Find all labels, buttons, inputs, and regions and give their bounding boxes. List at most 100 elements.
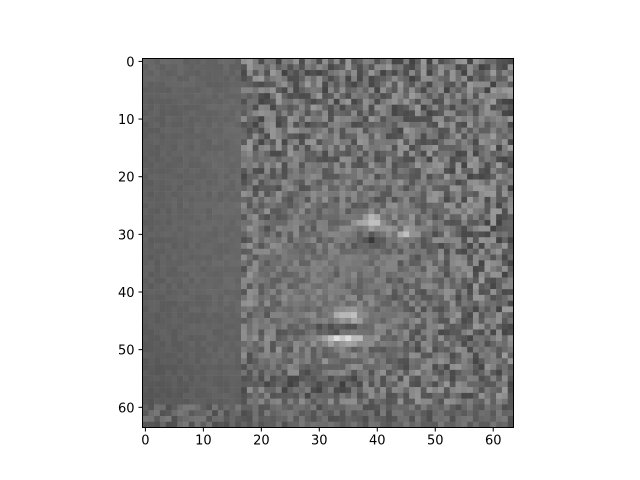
image-pixel [351, 289, 358, 296]
image-pixel [299, 202, 306, 209]
image-pixel [438, 294, 445, 301]
image-pixel [467, 116, 474, 123]
image-pixel [385, 58, 393, 65]
image-pixel [478, 214, 485, 221]
image-pixel [385, 156, 393, 163]
image-pixel [443, 225, 450, 232]
image-pixel [443, 289, 450, 296]
image-pixel [171, 283, 178, 290]
image-pixel [165, 214, 172, 221]
image-pixel [275, 87, 282, 94]
image-pixel [455, 248, 462, 255]
image-pixel [246, 110, 253, 117]
image-pixel [409, 116, 416, 123]
image-pixel [356, 219, 364, 226]
image-pixel [200, 341, 207, 348]
image-pixel [432, 410, 439, 417]
image-pixel [177, 387, 184, 394]
image-pixel [299, 289, 306, 296]
image-pixel [154, 283, 161, 290]
image-pixel [258, 381, 265, 388]
image-pixel [229, 150, 236, 157]
image-pixel [328, 121, 335, 128]
image-pixel [432, 133, 439, 140]
image-pixel [385, 317, 393, 324]
image-pixel [206, 266, 213, 273]
image-pixel [154, 191, 161, 198]
image-pixel [142, 277, 149, 284]
image-pixel [270, 289, 277, 296]
image-pixel [496, 421, 503, 428]
image-pixel [467, 300, 474, 307]
image-pixel [177, 173, 184, 180]
image-pixel [467, 266, 474, 273]
image-pixel [281, 277, 288, 284]
image-pixel [246, 352, 253, 359]
image-pixel [212, 98, 219, 105]
image-pixel [148, 346, 155, 353]
image-pixel [287, 346, 294, 353]
image-pixel [501, 144, 508, 151]
image-pixel [171, 144, 178, 151]
image-pixel [484, 346, 491, 353]
image-pixel [490, 404, 497, 411]
image-pixel [322, 289, 329, 296]
image-pixel [333, 127, 340, 134]
image-pixel [385, 248, 393, 255]
image-pixel [345, 139, 352, 146]
image-pixel [206, 81, 213, 88]
image-pixel [351, 254, 358, 261]
image-pixel [217, 404, 224, 411]
image-pixel [391, 415, 398, 422]
image-pixel [171, 208, 178, 215]
image-pixel [287, 369, 294, 376]
image-pixel [194, 173, 201, 180]
image-pixel [449, 156, 456, 163]
image-pixel [310, 398, 317, 405]
image-pixel [316, 398, 323, 405]
image-pixel [496, 300, 503, 307]
image-pixel [304, 358, 311, 365]
image-pixel [432, 358, 439, 365]
image-pixel [281, 317, 288, 324]
image-pixel [235, 231, 242, 238]
image-pixel [223, 404, 230, 411]
image-pixel [333, 116, 340, 123]
image-pixel [316, 173, 323, 180]
x-axis: 0 10 20 30 40 50 60 [141, 427, 501, 449]
image-pixel [316, 110, 323, 117]
image-pixel [461, 196, 468, 203]
image-pixel [212, 271, 219, 278]
image-pixel [177, 225, 184, 232]
image-pixel [165, 110, 172, 117]
image-pixel [177, 294, 184, 301]
image-pixel [264, 266, 271, 273]
image-pixel [304, 64, 311, 71]
image-pixel [310, 173, 317, 180]
image-pixel [275, 133, 282, 140]
image-pixel [403, 306, 410, 313]
image-pixel [351, 398, 358, 405]
image-pixel [287, 196, 294, 203]
image-pixel [333, 375, 340, 382]
image-pixel [501, 202, 508, 209]
image-pixel [316, 87, 323, 94]
image-pixel [328, 392, 335, 399]
image-pixel [194, 254, 201, 261]
image-pixel [420, 98, 427, 105]
image-pixel [171, 375, 178, 382]
image-pixel [339, 168, 346, 175]
image-pixel [246, 341, 253, 348]
image-pixel [362, 352, 369, 359]
image-pixel [478, 208, 485, 215]
image-pixel [438, 144, 445, 151]
image-pixel [154, 346, 161, 353]
image-pixel [496, 260, 503, 267]
image-pixel [368, 410, 375, 417]
image-pixel [420, 410, 427, 417]
image-pixel [188, 415, 195, 422]
image-pixel [270, 341, 277, 348]
image-pixel [264, 202, 271, 209]
image-pixel [310, 266, 317, 273]
image-pixel [235, 196, 242, 203]
